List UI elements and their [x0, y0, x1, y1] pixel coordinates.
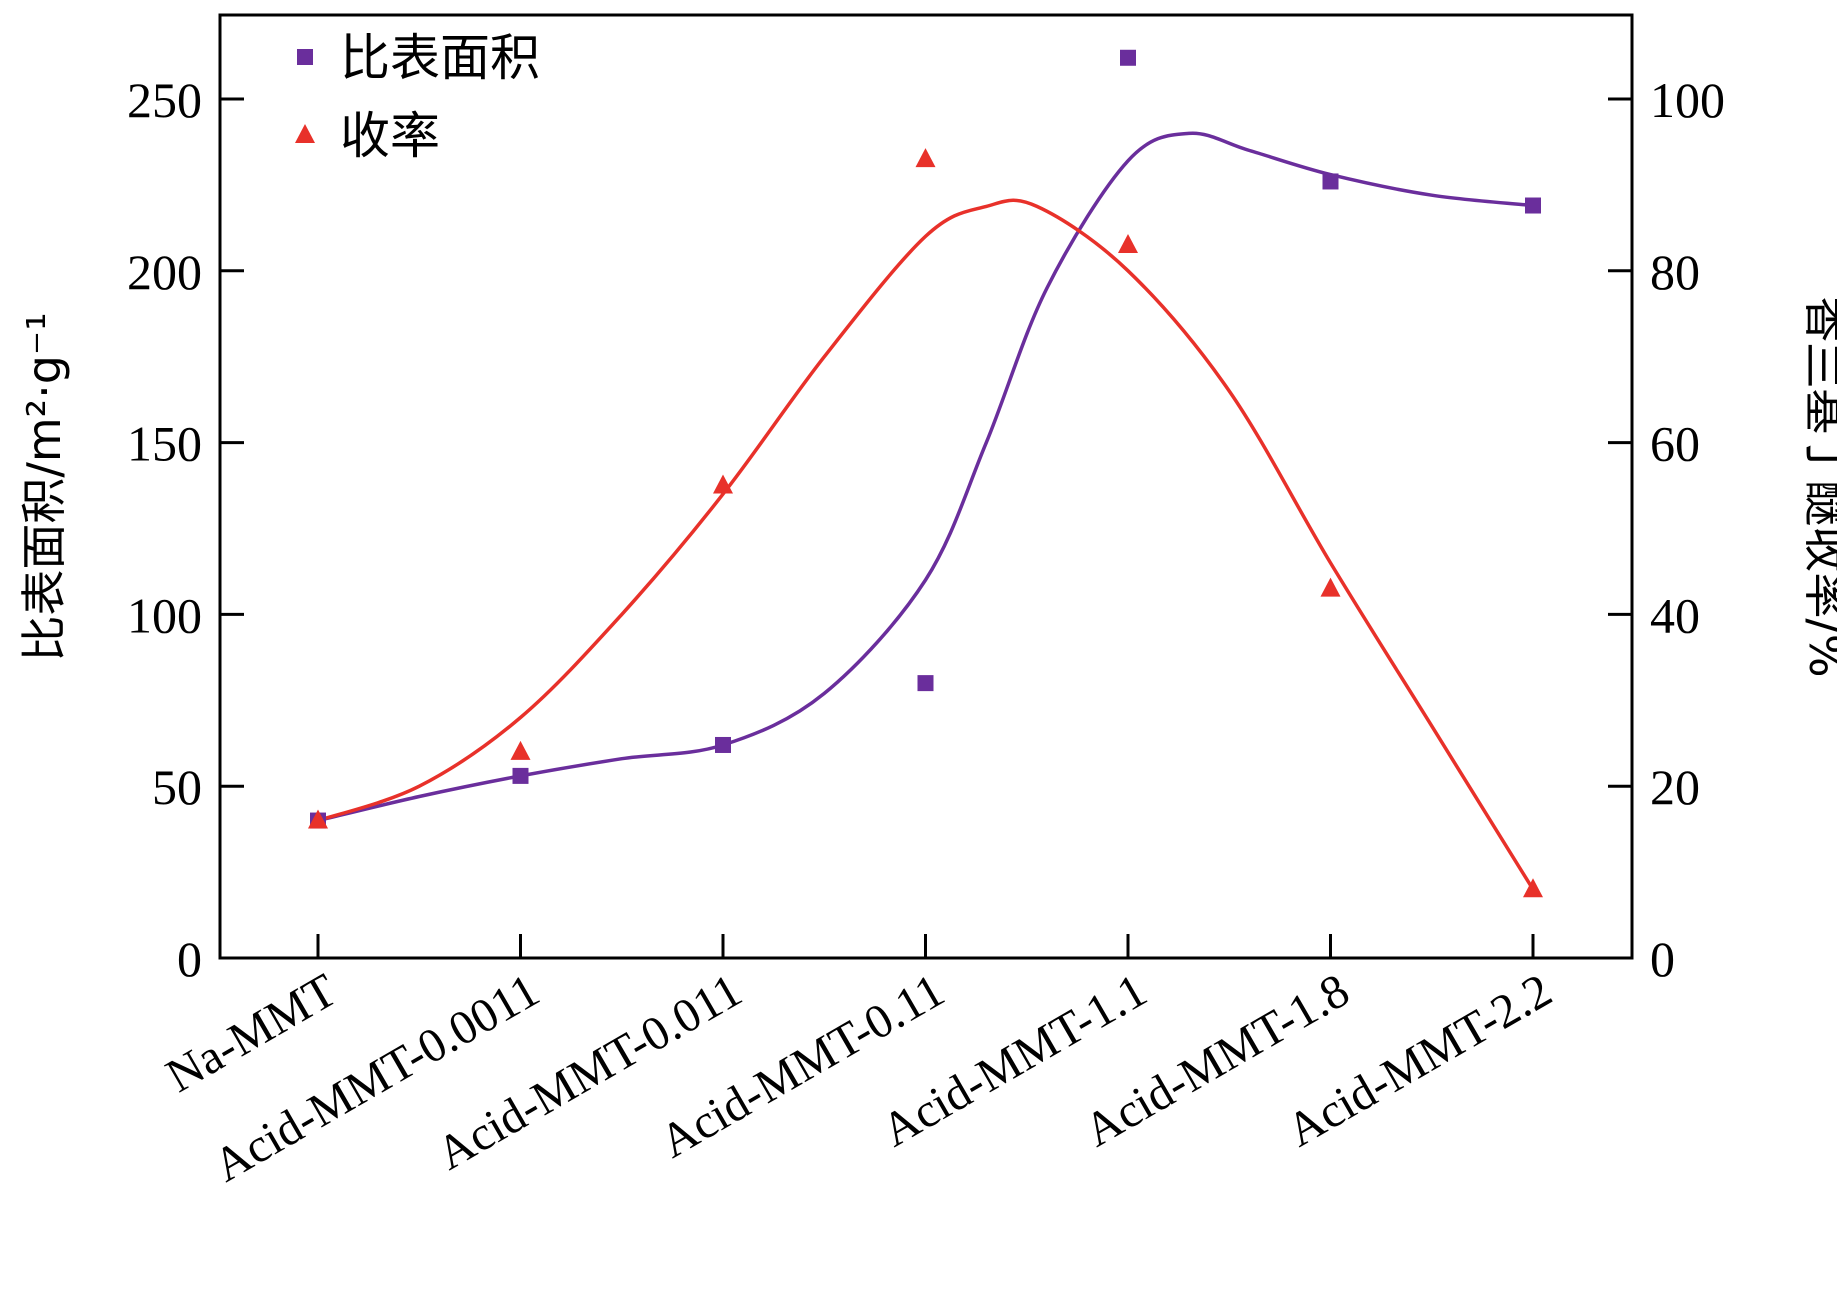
x-axis: Na-MMTAcid-MMT-0.0011Acid-MMT-0.011Acid-…	[157, 934, 1561, 1193]
yield-curve	[317, 198, 1535, 891]
surface-area-point	[917, 675, 934, 692]
right-y-axis: 0 20 40 60 80 100	[1608, 72, 1725, 987]
legend-label-surface-area: 比表面积	[340, 29, 540, 87]
left-y-axis: 0 50 100 150 200 250	[127, 72, 244, 987]
left-tick-label: 200	[127, 244, 202, 300]
data-markers	[308, 49, 1543, 898]
surface-area-point	[1120, 49, 1136, 66]
left-tick-label: 50	[152, 759, 202, 815]
surface-area-curve	[317, 131, 1534, 823]
left-axis-title: 比表面积/m²·g⁻¹	[17, 312, 71, 661]
yield-point	[1523, 878, 1543, 898]
legend-triangle-marker	[295, 124, 315, 143]
fit-curves	[317, 131, 1535, 891]
right-axis-title: 香兰基丁醚收率/%	[1799, 296, 1837, 677]
left-tick-label: 150	[127, 416, 202, 472]
surface-area-point	[1322, 173, 1339, 190]
right-tick-label: 40	[1650, 587, 1700, 643]
right-tick-label: 100	[1650, 72, 1725, 128]
left-tick-label: 0	[177, 931, 202, 987]
yield-point	[510, 740, 531, 760]
surface-area-point	[1525, 197, 1541, 214]
legend-square-marker	[297, 49, 313, 65]
yield-point	[308, 809, 328, 829]
right-tick-label: 20	[1650, 759, 1700, 815]
left-tick-label: 100	[127, 587, 202, 643]
yield-point	[915, 148, 936, 168]
surface-area-point	[715, 736, 731, 753]
left-tick-label: 250	[127, 72, 202, 128]
legend-label-yield: 收率	[340, 107, 440, 165]
yield-point	[1320, 577, 1341, 597]
right-tick-label: 0	[1650, 931, 1675, 987]
yield-point	[713, 474, 733, 494]
right-tick-label: 60	[1650, 416, 1700, 472]
x-tick-label: Acid-MMT-0.0011	[205, 964, 548, 1193]
right-tick-label: 80	[1650, 244, 1700, 300]
surface-area-point	[512, 767, 529, 784]
yield-point	[1118, 234, 1138, 254]
